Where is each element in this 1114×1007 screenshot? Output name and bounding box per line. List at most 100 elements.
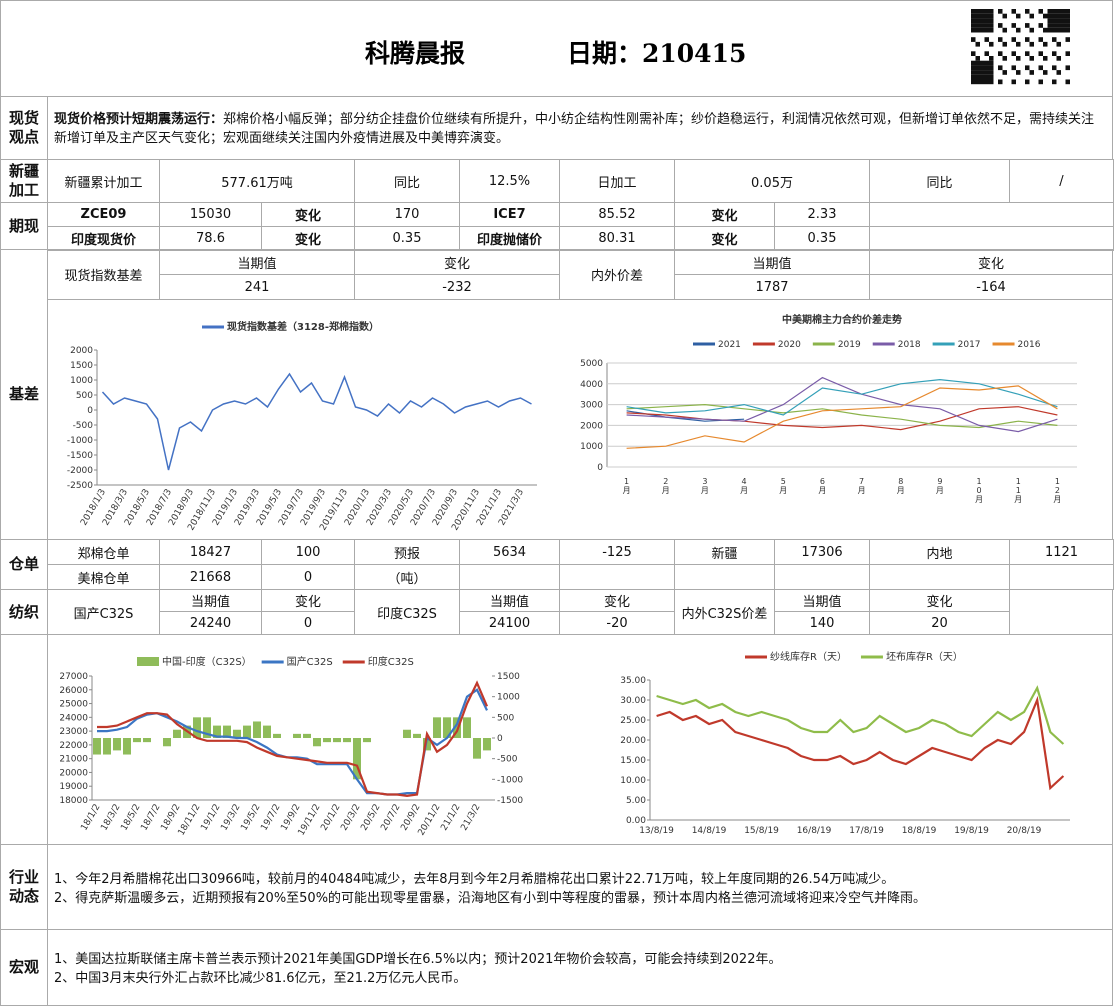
y-tick-label: 0.00 [626,816,646,826]
x-tick-label: 2月 [661,477,670,495]
cell-text: 期现 [8,216,39,235]
qr-module [1065,51,1070,56]
paragraph: 现货价格预计短期震荡运行：郑棉价格小幅反弹；部分纺企挂盘价位继续有所提升，中小纺… [54,110,1104,148]
cell: 当期值 [774,589,870,612]
cell: 同比 [869,159,1010,203]
cell: （吨） [354,564,460,590]
text: 2、得克萨斯温暖多云，近期预报有20%至50%的可能出现零星雷暴，沿海地区有小到… [54,891,927,906]
cell: 美棉仓单 [47,564,160,590]
cell: 变化 [674,226,775,251]
qr-module [989,23,994,28]
cell: 内外C32S价差 [674,589,775,635]
legend-label: 中国-印度（C32S） [162,655,252,668]
cell: 变化 [869,589,1010,612]
cell-text: 78.6 [196,231,225,246]
cell [869,564,1010,590]
qr-module [975,13,980,19]
cell-text: 17306 [801,544,843,560]
cell-text: 新疆 [8,162,39,180]
qr-code [971,9,1070,85]
qr-module [998,9,1003,14]
qr-module [980,9,985,14]
cell: 当期值 [159,249,355,275]
y2-tick-label: -1000 [497,775,523,785]
cell: 0 [261,564,355,590]
y-tick-label: 15.00 [620,756,646,766]
chart: -2500 -2000 -1500 -1000 -500 0 500 1000 1500 2000… [67,320,537,532]
qr-module [975,56,980,61]
qr-module [1056,56,1061,61]
qr-module [998,51,1003,56]
qr-module [1025,37,1030,42]
qr-module [1029,13,1034,19]
y-tick-label: 0 [87,406,93,416]
bar [343,738,351,743]
qr-module [980,18,985,24]
cell-text: 变化 [294,233,321,248]
qr-module [1065,9,1070,14]
qr-module [984,60,989,66]
bar [173,729,181,738]
cell: / [1009,159,1114,203]
qr-module [1016,41,1021,47]
y-tick-label: 19000 [59,782,88,792]
cell-text: 140 [809,615,835,631]
qr-module [984,79,989,85]
x-tick-label: 20/8/19 [1007,826,1042,836]
qr-module [1052,18,1057,24]
cell: 新疆 [674,539,775,565]
chart: 18000 19000 20000 21000 22000 23000 24000 25000… [59,655,523,838]
cell-text: 当期值 [802,595,842,610]
qr-module [975,70,980,75]
cell-text: 21668 [189,569,232,585]
cell-text: 加工 [8,181,39,199]
cell-text: 印度现货价 [70,233,136,248]
cell: 印度抛储价 [459,226,560,251]
qr-module [1043,41,1048,47]
cell-text: 100 [295,544,321,560]
qr-module [980,70,985,75]
cell-text: 变化 [711,209,738,224]
cell: 15030 [159,202,262,227]
cell-text: 5634 [492,544,527,560]
y2-tick-label: -500 [497,755,518,765]
bar [333,738,341,743]
cell: 国产C32S [47,589,160,635]
qr-module [1052,9,1057,14]
title: 科腾晨报 [365,39,466,68]
qr-module [1047,18,1052,24]
legend-label: 国产C32S [287,655,333,668]
cell-text: 新疆 [711,546,738,562]
qr-module [989,18,994,24]
cell: -164 [869,274,1113,300]
series-line [626,378,1058,416]
qr-module [1011,51,1016,56]
bar [143,738,151,743]
chart: 0.00 5.00 10.00 15.00 20.00 25.00 30.00 35.00 13… [620,650,1070,836]
cell-text: 0 [303,615,313,631]
x-tick-label: 13/8/19 [639,826,674,836]
x-tick-label: 16/8/19 [797,826,832,836]
x-tick-label: 15/8/19 [744,826,779,836]
bar [403,729,411,738]
cell [869,202,1114,227]
cell-text: / [1059,173,1064,189]
x-tick-label: 7月 [857,477,866,495]
cell-text: 印度抛储价 [476,233,542,248]
qr-module [984,37,989,42]
cell: 变化 [261,589,355,612]
cell-text: ZCE09 [80,207,127,222]
qr-module [1043,27,1048,33]
cell [1009,564,1114,590]
bar [313,738,321,747]
qr-module [984,74,989,80]
bar [93,738,101,755]
cell-text: 基差 [8,385,39,403]
text: 现货价格预计短期震荡运行： [54,112,224,127]
bar [473,738,481,759]
text: 1、今年2月希腊棉花出口30966吨，较前月的40484吨减少，去年8月到今年2… [54,872,895,887]
cell-text: 577.61万吨 [221,175,293,191]
cell: 同比 [354,159,460,203]
qr-module [1011,9,1016,14]
cell [674,564,775,590]
